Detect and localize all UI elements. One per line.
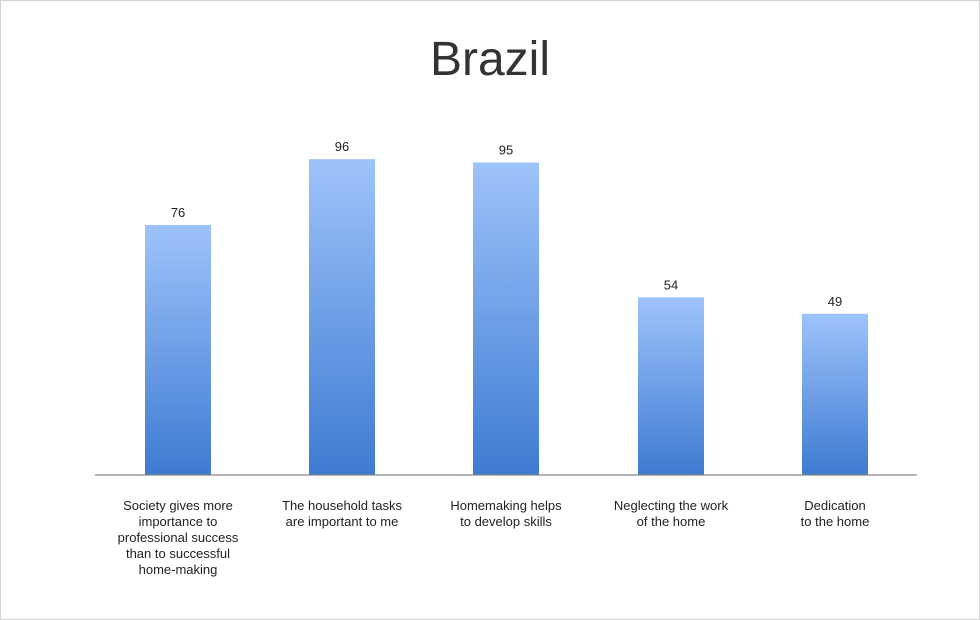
category-label-line: Dedication	[804, 498, 866, 513]
bar-1	[145, 224, 211, 475]
category-label-line: than to successful	[125, 546, 231, 561]
category-label-3: Homemaking helps to develop skills	[431, 498, 581, 530]
chart-title: Brazil	[429, 33, 551, 86]
category-label-line: home-making	[138, 562, 218, 577]
category-label-line: of the home	[636, 514, 706, 529]
value-label-3: 95	[499, 142, 513, 157]
category-label-line: The household tasks	[282, 498, 402, 513]
bars-layer: 76 96 95 54 49	[145, 139, 868, 475]
value-label-4: 54	[664, 277, 678, 292]
bar-2	[309, 159, 375, 475]
category-label-4: Neglecting the work of the home	[596, 498, 746, 530]
category-label-5: Dedication to the home	[760, 498, 910, 530]
category-label-2: The household tasks are important to me	[267, 498, 417, 530]
category-label-1: Society gives more importance to professio…	[103, 498, 253, 578]
category-label-line: are important to me	[285, 514, 399, 529]
value-label-1: 76	[171, 205, 185, 220]
category-label-line: importance to	[138, 514, 218, 529]
bar-5	[802, 313, 868, 475]
category-label-line: Homemaking helps	[450, 498, 562, 513]
bar-3	[473, 162, 539, 475]
category-label-line: professional success	[117, 530, 239, 545]
category-label-line: to the home	[800, 514, 870, 529]
category-label-line: to develop skills	[460, 514, 552, 529]
value-label-2: 96	[335, 139, 349, 154]
value-label-5: 49	[828, 294, 842, 309]
category-label-line: Neglecting the work	[613, 498, 729, 513]
category-label-line: Society gives more	[123, 498, 233, 513]
bar-4	[638, 297, 704, 475]
